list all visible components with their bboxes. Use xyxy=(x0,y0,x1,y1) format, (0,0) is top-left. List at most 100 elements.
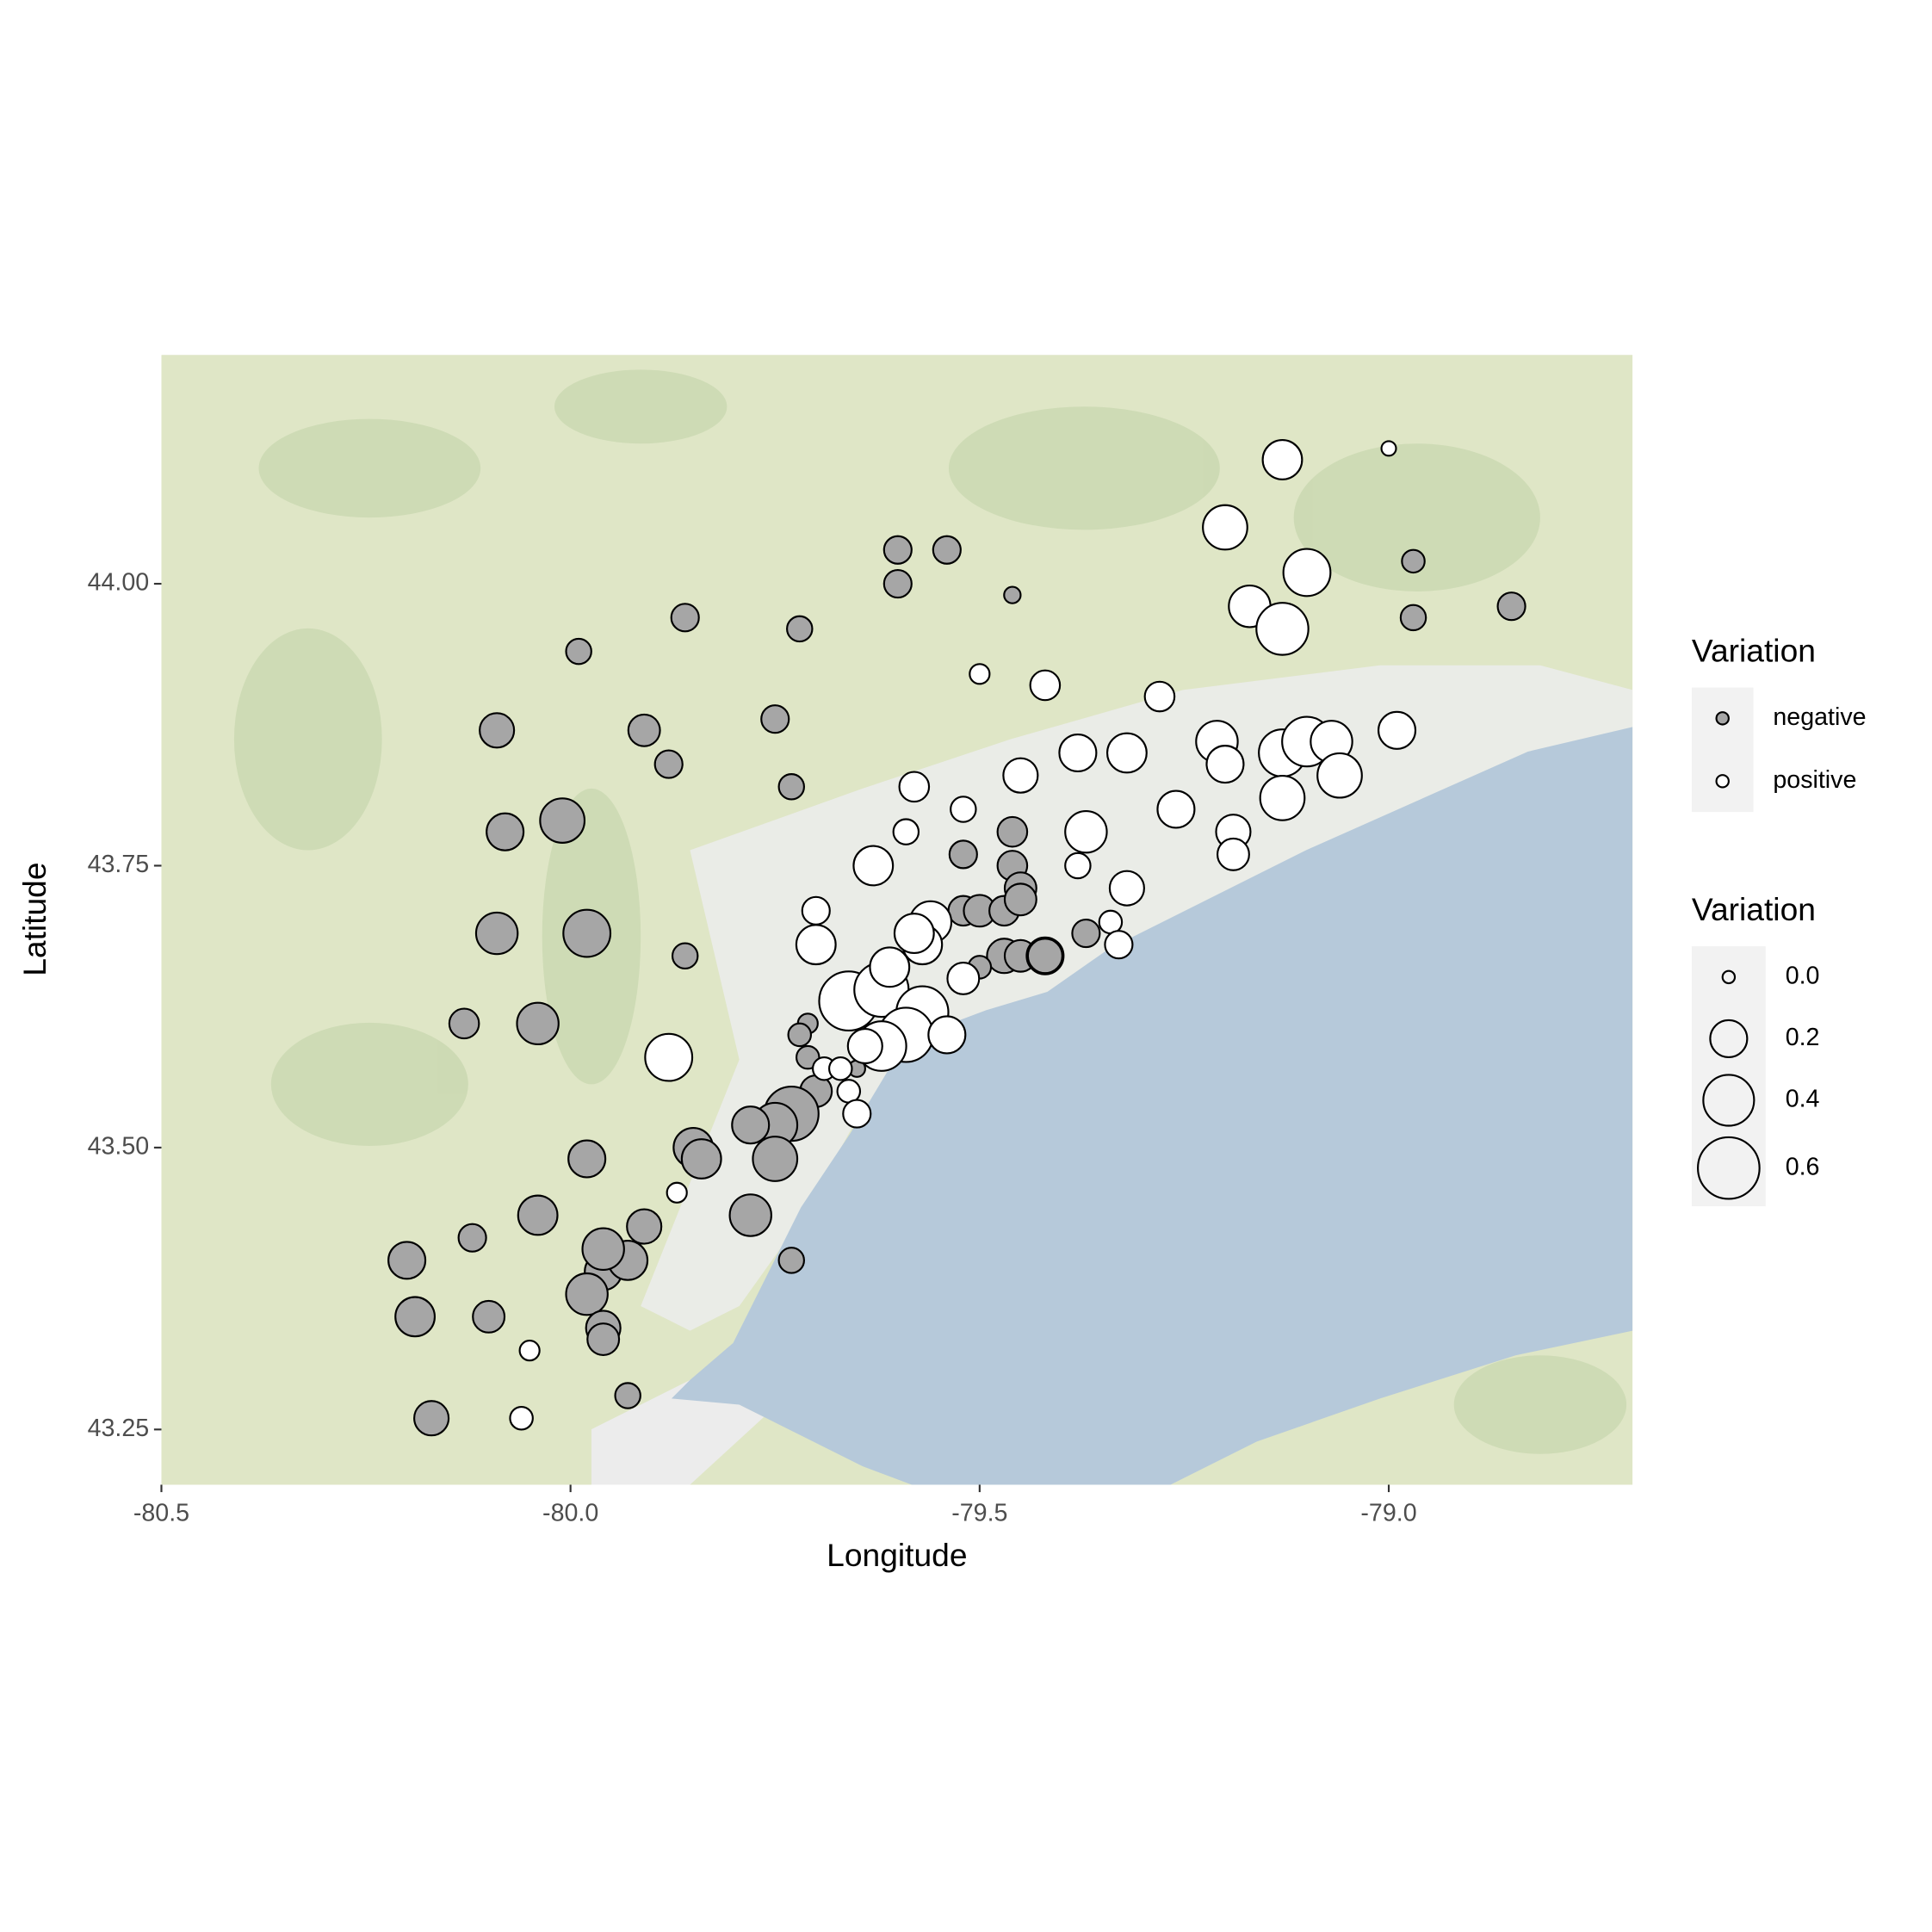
y-axis-title: Latitude xyxy=(16,862,53,975)
legend-label: negative xyxy=(1773,703,1866,731)
bubble xyxy=(1205,745,1245,784)
bubble xyxy=(752,1136,799,1182)
x-tick-label: -80.0 xyxy=(542,1499,598,1526)
bubble xyxy=(457,1223,487,1253)
bubble xyxy=(786,615,814,643)
bubble xyxy=(1259,775,1306,821)
lake xyxy=(671,727,1633,1485)
axes: -80.5 -80.0 -79.5 -79.0 43.25 43.50 43.75 44.00 xyxy=(88,569,1417,1527)
bubble xyxy=(1029,669,1062,702)
legend-title: Variation xyxy=(1692,632,1816,668)
bubble xyxy=(946,961,981,995)
bubble xyxy=(787,1022,813,1048)
bubble xyxy=(627,713,661,747)
y-tick-label: 43.75 xyxy=(88,851,150,878)
legend-size-key xyxy=(1702,1074,1756,1127)
bubble xyxy=(1255,602,1310,656)
bubble xyxy=(893,913,935,954)
bubble xyxy=(1156,790,1196,829)
bubble xyxy=(898,771,931,803)
bubble xyxy=(680,1138,722,1180)
bubble xyxy=(1058,733,1098,773)
bubble xyxy=(539,797,586,844)
bubble xyxy=(1002,757,1039,794)
bubble xyxy=(486,812,525,851)
y-tick-label: 44.00 xyxy=(88,569,150,597)
bubble xyxy=(1064,851,1092,880)
y-tick-label: 43.50 xyxy=(88,1132,150,1160)
bubble xyxy=(509,1405,534,1431)
bubble xyxy=(948,839,978,870)
bubble xyxy=(479,712,516,749)
bubble xyxy=(892,818,920,845)
bubble xyxy=(516,1001,560,1046)
bubble xyxy=(1380,440,1397,457)
bubble xyxy=(472,1299,506,1334)
legend-size-key xyxy=(1709,1019,1749,1058)
bubble xyxy=(567,1139,607,1179)
bubble xyxy=(1064,809,1108,854)
bubble xyxy=(801,895,831,926)
bubble xyxy=(474,911,519,956)
urban-area xyxy=(641,665,1633,1331)
bubble xyxy=(1003,585,1022,604)
bubble xyxy=(614,1382,641,1409)
bubble xyxy=(1399,604,1427,632)
bubble xyxy=(448,1007,480,1040)
x-tick-label: -80.5 xyxy=(133,1499,189,1526)
bubble xyxy=(1105,732,1148,774)
bubble xyxy=(671,942,699,969)
bubble xyxy=(517,1194,559,1236)
bubble xyxy=(387,1241,427,1280)
bubble xyxy=(586,1322,621,1357)
legend: negative positive 0.0 0.2 0.4 0.6 xyxy=(1697,703,1867,1200)
bubble xyxy=(666,1181,688,1204)
bubble xyxy=(1282,548,1332,598)
bubble xyxy=(1143,680,1176,713)
bubble xyxy=(777,1247,805,1274)
bubble xyxy=(731,1105,771,1145)
bubble xyxy=(932,535,962,565)
legend-key-background xyxy=(1691,946,1766,1207)
bubble xyxy=(562,908,612,958)
bubble xyxy=(996,815,1029,848)
bubble xyxy=(927,1015,967,1055)
bubble xyxy=(969,663,991,685)
bubble xyxy=(626,1208,663,1245)
legend-label: 0.6 xyxy=(1786,1153,1820,1180)
bubble xyxy=(670,603,700,633)
bubble xyxy=(1104,930,1134,960)
bubble xyxy=(760,704,790,734)
bubble xyxy=(1108,870,1145,907)
bubble xyxy=(828,1056,853,1081)
bubble xyxy=(653,749,684,779)
bubble xyxy=(394,1296,437,1338)
bubble xyxy=(950,796,977,823)
bubble xyxy=(565,1272,609,1316)
bubble xyxy=(1026,938,1063,975)
bubble xyxy=(869,946,911,988)
bubble xyxy=(1071,918,1101,949)
bubble xyxy=(852,845,895,887)
bubble xyxy=(413,1400,450,1437)
legend-key xyxy=(1715,774,1730,789)
bubble xyxy=(882,535,913,565)
legend-size-key xyxy=(1697,1136,1761,1200)
bubble xyxy=(565,637,592,666)
bubble xyxy=(795,924,837,966)
legend-title: Variation xyxy=(1692,891,1816,927)
bubble xyxy=(1401,548,1426,574)
legend-label: 0.0 xyxy=(1786,962,1820,989)
bubble xyxy=(1261,439,1303,480)
legend-key-background xyxy=(1691,687,1754,813)
bubble xyxy=(518,1340,541,1362)
bubble xyxy=(644,1032,694,1082)
legend-label: 0.2 xyxy=(1786,1024,1820,1051)
bubble xyxy=(842,1099,872,1129)
legend-key xyxy=(1715,711,1730,726)
basemap xyxy=(161,355,1633,1485)
bubble xyxy=(882,568,913,599)
legend-size-key xyxy=(1721,969,1737,985)
